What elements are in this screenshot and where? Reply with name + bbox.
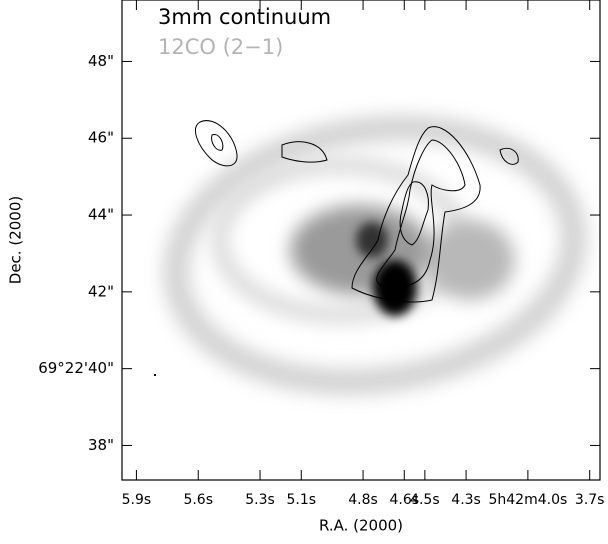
- x-tick-label: 4.3s: [451, 492, 481, 508]
- y-tick-label: 42": [88, 282, 114, 300]
- x-tick-label: 5h42m4.0s: [488, 492, 567, 508]
- y-tick-label: 69°22'40": [38, 359, 114, 377]
- x-tick-label: 5.3s: [245, 492, 275, 508]
- y-tick-label: 38": [88, 436, 114, 454]
- x-tick-label: 4.8s: [348, 492, 378, 508]
- pixel: [154, 374, 156, 376]
- y-tick-label: 48": [88, 52, 114, 70]
- contours: [195, 120, 519, 303]
- x-axis-label: R.A. (2000): [319, 517, 403, 535]
- x-tick-label: 3.7s: [575, 492, 605, 508]
- legend-entry: 12CO (2−1): [158, 35, 283, 59]
- y-axis-label: Dec. (2000): [7, 196, 25, 284]
- x-tick-label: 4.6s: [389, 492, 419, 508]
- y-tick-label: 44": [88, 206, 114, 224]
- y-tick-label: 46": [88, 129, 114, 147]
- x-tick-label: 4.5s: [410, 492, 440, 508]
- x-tick-label: 5.9s: [122, 492, 152, 508]
- grayscale-map: [163, 115, 587, 395]
- x-tick-label: 5.1s: [286, 492, 316, 508]
- plot-frame: [121, 0, 601, 481]
- x-tick-label: 5.6s: [183, 492, 213, 508]
- legend-entry: 3mm continuum: [158, 5, 331, 29]
